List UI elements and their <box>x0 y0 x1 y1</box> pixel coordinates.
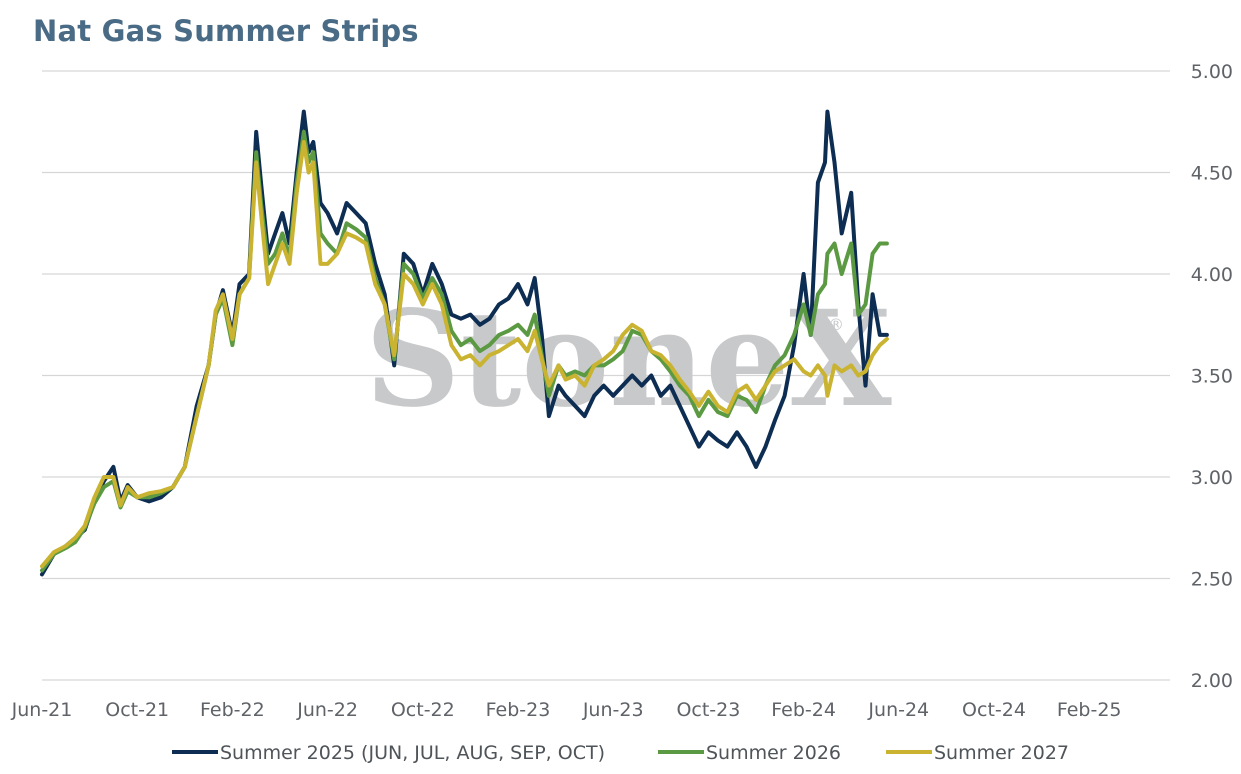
x-tick-label: Feb-22 <box>200 699 265 721</box>
x-tick-label: Oct-21 <box>105 699 169 721</box>
legend-label: Summer 2027 <box>934 742 1069 764</box>
y-axis-ticks: 5.00 4.50 4.00 3.50 3.00 2.50 2.00 <box>1191 61 1233 692</box>
x-tick-label: Jun-22 <box>296 699 358 721</box>
legend: Summer 2025 (JUN, JUL, AUG, SEP, OCT) Sum… <box>172 742 1069 764</box>
x-tick-label: Feb-24 <box>771 699 836 721</box>
x-tick-label: Oct-24 <box>962 699 1026 721</box>
y-tick-label: 5.00 <box>1191 61 1233 83</box>
y-tick-label: 4.00 <box>1191 264 1233 286</box>
x-tick-label: Jun-23 <box>582 699 644 721</box>
legend-label: Summer 2025 (JUN, JUL, AUG, SEP, OCT) <box>220 742 605 764</box>
series-line-3 <box>40 140 889 569</box>
x-tick-label: Jun-24 <box>867 699 929 721</box>
y-tick-label: 3.00 <box>1191 467 1233 489</box>
x-tick-label: Oct-22 <box>391 699 455 721</box>
y-tick-label: 2.00 <box>1191 670 1233 692</box>
watermark-registered-mark: ® <box>828 315 844 334</box>
x-axis-ticks: Jun-21 Oct-21 Feb-22 Jun-22 Oct-22 Feb-23 Jun-… <box>11 699 1122 721</box>
x-tick-label: Jun-21 <box>11 699 73 721</box>
series-lines <box>40 109 889 577</box>
gridlines <box>42 70 1170 681</box>
x-tick-label: Oct-23 <box>676 699 740 721</box>
y-tick-label: 3.50 <box>1191 366 1233 388</box>
legend-label: Summer 2026 <box>706 742 841 764</box>
y-tick-label: 4.50 <box>1191 163 1233 185</box>
chart-title: Nat Gas Summer Strips <box>33 14 419 48</box>
x-tick-label: Feb-23 <box>486 699 551 721</box>
y-tick-label: 2.50 <box>1191 569 1233 591</box>
x-tick-label: Feb-25 <box>1057 699 1122 721</box>
